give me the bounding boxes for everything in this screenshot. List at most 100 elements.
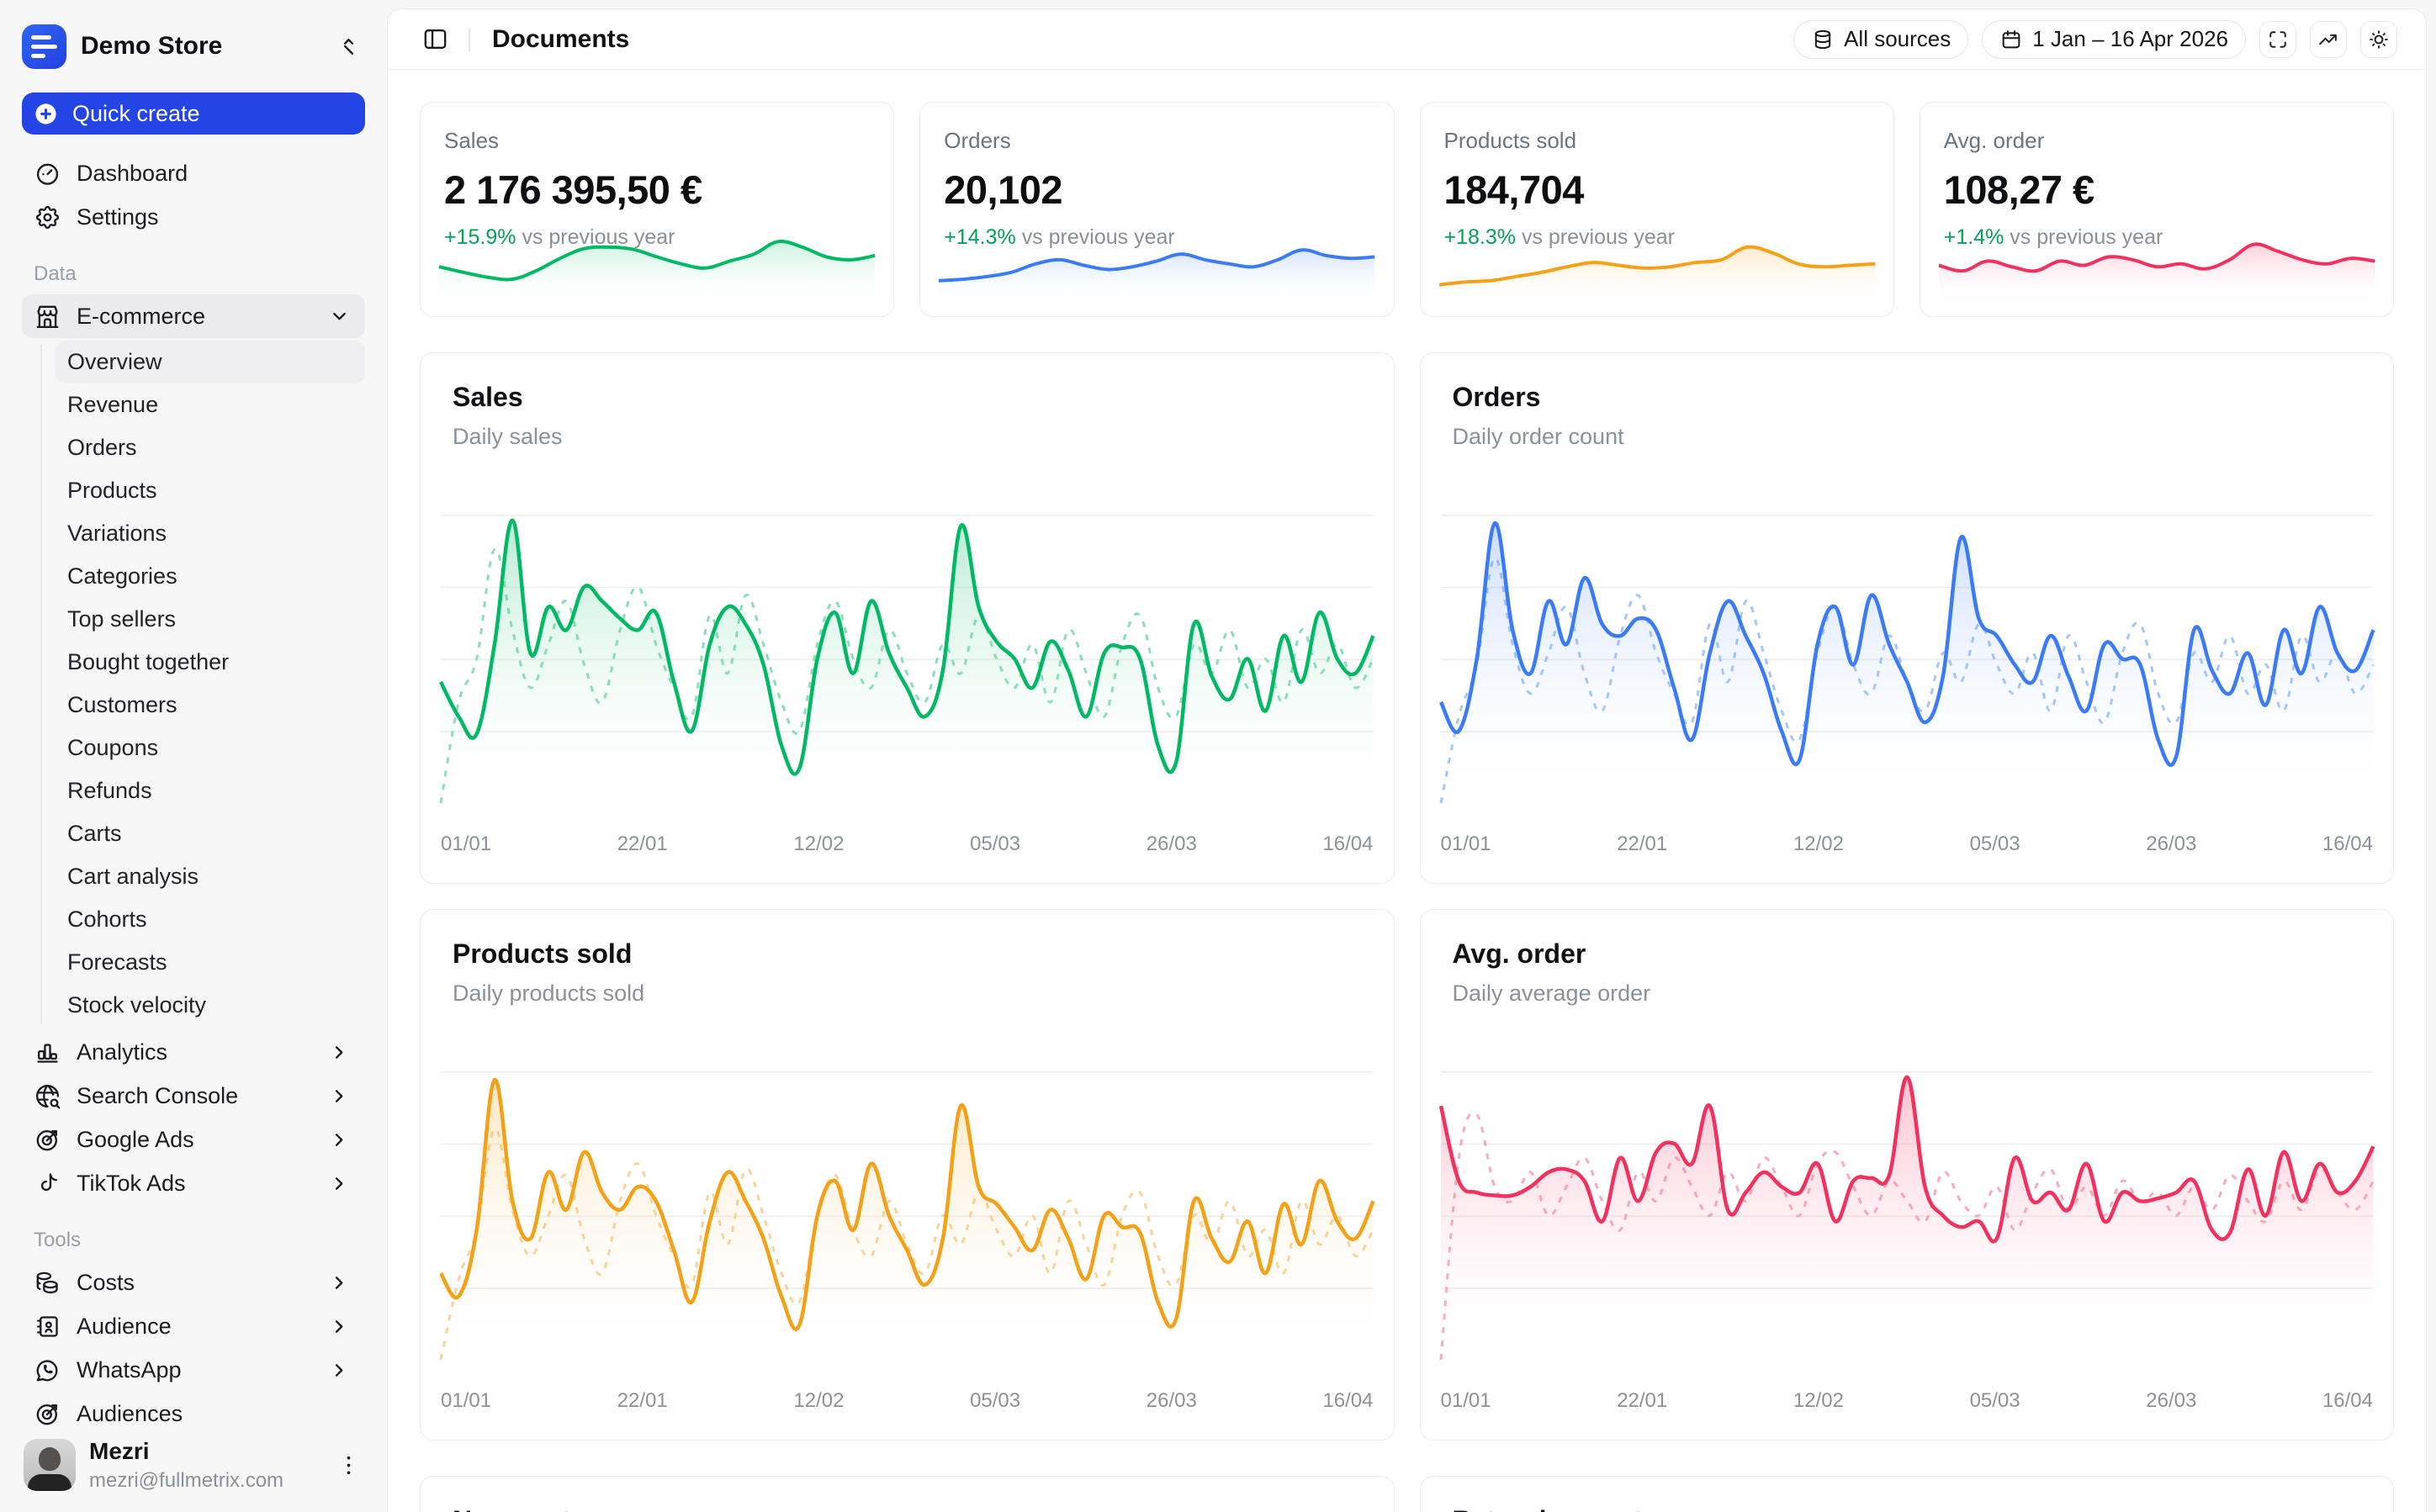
x-axis-tick: 01/01: [1440, 833, 1491, 855]
x-axis-tick: 16/04: [2322, 833, 2373, 855]
x-axis-tick: 16/04: [2322, 1389, 2373, 1412]
x-axis-tick: 16/04: [1322, 1389, 1374, 1412]
sidebar-item-label: Google Ads: [77, 1126, 194, 1152]
sidebar-item-search-console[interactable]: Search Console: [22, 1074, 365, 1118]
user-avatar: [24, 1439, 76, 1491]
x-axis-tick: 05/03: [1969, 1389, 2020, 1412]
address-book-icon: [37, 1315, 58, 1337]
kpi-delta: +14.3% vs previous year: [944, 225, 1369, 250]
sidebar-item-label: E-commerce: [77, 303, 206, 329]
section-label-data: Data: [34, 262, 77, 285]
sidebar-subitem-orders[interactable]: Orders: [67, 435, 137, 460]
store-name: Demo Store: [81, 32, 223, 60]
sidebar-item-google-ads[interactable]: Google Ads: [22, 1118, 365, 1161]
sidebar-subitem-customers[interactable]: Customers: [67, 692, 177, 717]
sidebar-subitem-coupons[interactable]: Coupons: [67, 735, 159, 760]
chevron-right-icon: [335, 1089, 343, 1102]
sidebar-item-settings[interactable]: Settings: [22, 195, 365, 239]
kpi-delta: +18.3% vs previous year: [1444, 225, 1870, 250]
chart-bar-icon: [37, 1043, 58, 1063]
kpi-sparkline: [939, 225, 1374, 305]
sidebar-subitem-products[interactable]: Products: [67, 478, 157, 503]
sidebar-item-audiences[interactable]: Audiences: [22, 1392, 365, 1435]
chart-card-new-customers: New customers: [420, 1476, 1395, 1512]
date-range-button[interactable]: 1 Jan – 16 Apr 2026: [1982, 19, 2246, 59]
trends-button[interactable]: [2310, 20, 2347, 58]
chart-plot: [441, 515, 1374, 803]
store-switcher[interactable]: Demo Store: [22, 22, 365, 71]
sidebar-subitem-carts[interactable]: Carts: [67, 821, 122, 846]
quick-create-button[interactable]: Quick create: [22, 93, 365, 135]
sidebar-item-tiktok-ads[interactable]: TikTok Ads: [22, 1161, 365, 1205]
sidebar-item-dashboard[interactable]: Dashboard: [22, 151, 365, 195]
sidebar: Demo Store Quick create Dashboard Setting…: [0, 0, 387, 1512]
x-axis-labels: 01/01 22/01 12/02 05/03 26/03 16/04: [1441, 833, 2374, 856]
kpi-delta: +1.4% vs previous year: [1944, 225, 2370, 250]
sidebar-subitem-categories[interactable]: Categories: [67, 563, 177, 589]
chart-plot: [441, 1071, 1374, 1360]
user-menu[interactable]: Mezri mezri@fullmetrix.com: [19, 1430, 368, 1500]
coins-icon: [36, 1271, 58, 1293]
target-icon: [36, 1129, 57, 1150]
sidebar-subitem-bought-together[interactable]: Bought together: [67, 649, 230, 674]
sidebar-item-e-commerce[interactable]: E-commerce: [22, 294, 365, 338]
sidebar-subitem-top-sellers[interactable]: Top sellers: [67, 606, 177, 632]
database-icon: [1814, 29, 1831, 49]
chevron-right-icon: [335, 1176, 343, 1190]
dots-vertical-icon: [347, 1456, 350, 1474]
kpi-delta-percent: +18.3%: [1443, 225, 1517, 249]
world-search-icon: [35, 1084, 61, 1108]
user-options-button[interactable]: [333, 1446, 363, 1483]
sidebar-item-audience[interactable]: Audience: [22, 1304, 365, 1348]
chart-subtitle: Daily products sold: [453, 981, 645, 1006]
sidebar-item-label: Audience: [77, 1313, 172, 1339]
chart-title: Returning customers: [1453, 1505, 2362, 1512]
chart-card-products-sold: Products sold Daily products sold 01/01 22/…: [420, 909, 1395, 1441]
chart-title: New customers: [453, 1505, 1362, 1512]
kpi-card-sales: Sales 2 176 395,50 € +15.9% vs previous ye…: [420, 102, 895, 317]
kpi-delta-percent: +14.3%: [944, 225, 1016, 249]
store-icon: [36, 305, 59, 328]
sidebar-item-whatsapp[interactable]: WhatsApp: [22, 1348, 365, 1392]
sidebar-item-label: WhatsApp: [77, 1356, 182, 1382]
sidebar-subitem-revenue[interactable]: Revenue: [67, 392, 159, 417]
page-title: Documents: [492, 24, 630, 53]
trending-up-icon: [2319, 34, 2337, 45]
sources-filter-button[interactable]: All sources: [1793, 19, 1969, 59]
dashboard-icon: [36, 163, 59, 185]
sidebar-subitem-variations[interactable]: Variations: [67, 521, 167, 546]
store-switcher-button[interactable]: [331, 29, 365, 63]
target-icon: [36, 1404, 57, 1425]
fullscreen-button[interactable]: [2259, 20, 2296, 58]
chart-card-sales: Sales Daily sales 01/01 22/01 12/02 05/03 26/0…: [420, 352, 1395, 884]
sidebar-item-label: Analytics: [77, 1039, 168, 1065]
kpi-delta-suffix: vs previous year: [1521, 225, 1675, 249]
sidebar-item-costs[interactable]: Costs: [22, 1261, 365, 1304]
x-axis-tick: 22/01: [617, 833, 668, 855]
kpi-sparkline: [439, 225, 875, 305]
sidebar-item-label: Dashboard: [77, 160, 188, 186]
sidebar-item-label: Settings: [77, 204, 159, 230]
chart-plot: [1441, 1071, 2374, 1360]
maximize-icon: [2269, 30, 2286, 48]
chart-title: Sales: [453, 382, 523, 412]
sidebar-toggle-button[interactable]: [416, 21, 453, 58]
sidebar-subitem-forecasts[interactable]: Forecasts: [67, 949, 167, 975]
sidebar-subitem-cohorts[interactable]: Cohorts: [67, 907, 147, 932]
sidebar-subitem-cart-analysis[interactable]: Cart analysis: [67, 864, 199, 889]
kpi-delta-percent: +15.9%: [444, 225, 516, 249]
kpi-card-orders: Orders 20,102 +14.3% vs previous year: [919, 102, 1395, 317]
x-axis-labels: 01/01 22/01 12/02 05/03 26/03 16/04: [1441, 1389, 2374, 1413]
sidebar-subitem-refunds[interactable]: Refunds: [67, 778, 152, 803]
x-axis-tick: 22/01: [1617, 1389, 1668, 1412]
panel-left-icon: [424, 29, 446, 49]
sidebar-subitem-stock-velocity[interactable]: Stock velocity: [67, 992, 207, 1018]
x-axis-tick: 01/01: [441, 1389, 492, 1412]
kpi-card-products-sold: Products sold 184,704 +18.3% vs previous y…: [1419, 102, 1894, 317]
kpi-card-avg-order: Avg. order 108,27 € +1.4% vs previous year: [1919, 102, 2394, 317]
theme-toggle-button[interactable]: [2360, 20, 2397, 58]
sidebar-item-analytics[interactable]: Analytics: [22, 1030, 365, 1074]
sidebar-subitem-overview[interactable]: Overview: [56, 341, 365, 383]
chart-title: Orders: [1452, 382, 1541, 412]
kpi-value: 108,27 €: [1943, 167, 2094, 212]
